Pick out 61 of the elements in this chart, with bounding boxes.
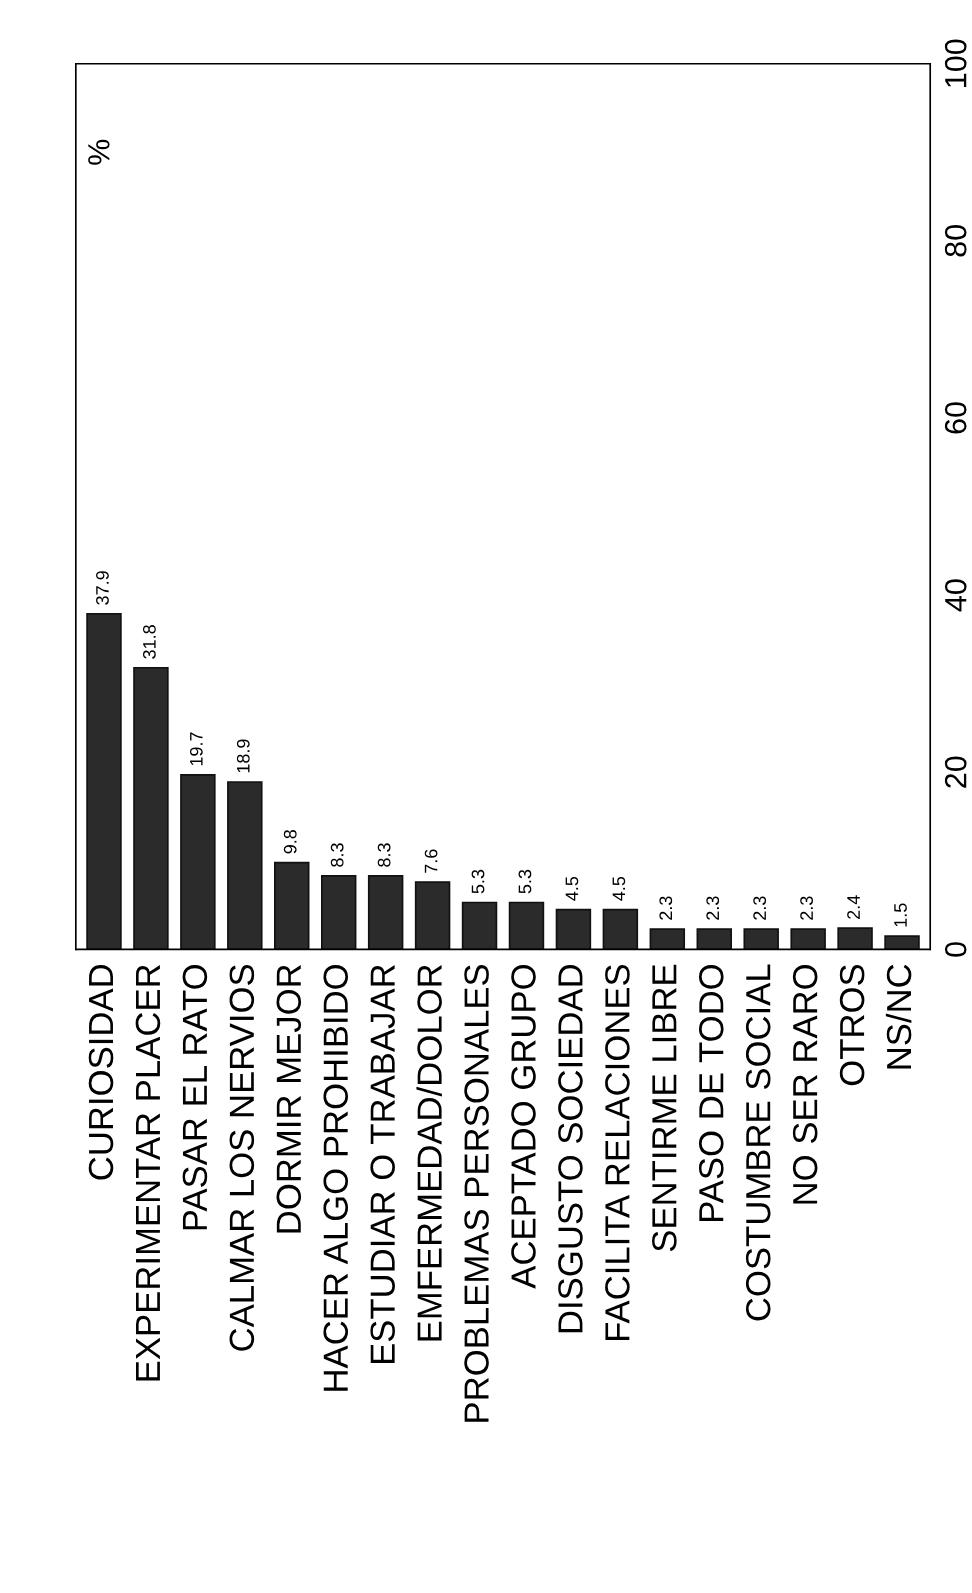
- x-tick-label: PASAR EL RATO: [182, 964, 208, 1230]
- y-tick-label: 0: [944, 942, 967, 957]
- data-label: 5.3: [471, 869, 485, 894]
- x-tick-label: HACER ALGO PROHIBIDO: [323, 964, 349, 1391]
- y-tick-label: 40: [944, 579, 967, 612]
- bar: [414, 881, 451, 950]
- data-label: 37.9: [96, 571, 109, 605]
- data-label: 8.3: [330, 843, 344, 867]
- x-tick-label: EMFERMEDAD/DOLOR: [416, 964, 442, 1341]
- data-label: 1.5: [894, 903, 907, 927]
- data-label: 19.7: [189, 732, 203, 766]
- x-tick-label: CALMAR LOS NERVIOS: [229, 964, 255, 1351]
- data-label: 8.3: [377, 843, 391, 867]
- x-tick-label: OTROS: [839, 964, 865, 1086]
- x-tick-label: PROBLEMAS PERSONALES: [464, 964, 489, 1422]
- bar: [790, 928, 826, 950]
- bar: [602, 908, 639, 950]
- y-tick-label: 60: [944, 402, 967, 434]
- x-tick-label: ACEPTADO GRUPO: [511, 964, 536, 1289]
- x-tick-label: COSTUMBRE SOCIAL: [745, 964, 771, 1321]
- y-axis-title: %: [88, 139, 110, 165]
- x-tick-label: EXPERIMENTAR PLACER: [135, 964, 161, 1381]
- data-label: 5.3: [518, 869, 532, 894]
- y-tick-label: 20: [944, 756, 967, 788]
- data-label: 2.3: [753, 896, 767, 920]
- bar: [227, 781, 263, 950]
- data-label: 18.9: [236, 739, 250, 773]
- data-label: 4.5: [565, 876, 579, 901]
- bar: [743, 928, 779, 950]
- x-tick-label: FACILITA RELACIONES: [605, 964, 630, 1340]
- x-tick-label: DORMIR MEJOR: [276, 964, 302, 1233]
- data-label: 7.6: [424, 849, 438, 873]
- bar: [837, 927, 873, 950]
- x-tick-label: SENTIRME LIBRE: [652, 964, 677, 1252]
- bar: [320, 875, 357, 950]
- x-tick-label: DISGUSTO SOCIEDAD: [558, 964, 583, 1333]
- bar: [555, 908, 592, 950]
- bar: [884, 935, 920, 950]
- bar: [649, 928, 686, 950]
- data-label: 2.3: [706, 896, 720, 920]
- bar: [508, 901, 545, 950]
- x-tick-label: NO SER RARO: [792, 964, 818, 1204]
- x-tick-label: CURIOSIDAD: [88, 964, 114, 1180]
- x-tick-label: PASO DE TODO: [698, 964, 724, 1222]
- bar: [461, 901, 498, 950]
- bar: [696, 928, 732, 950]
- data-label: 9.8: [283, 829, 297, 854]
- data-label: 4.5: [612, 876, 626, 901]
- bar: [180, 774, 216, 950]
- x-tick-label: ESTUDIAR O TRABAJAR: [370, 964, 395, 1364]
- data-label: 2.4: [847, 895, 860, 919]
- y-tick-label: 80: [944, 225, 967, 257]
- bar: [86, 612, 122, 950]
- data-label: 31.8: [142, 625, 156, 659]
- data-label: 2.3: [800, 896, 813, 920]
- bar: [133, 666, 169, 950]
- y-tick-label: 100: [944, 39, 967, 87]
- data-label: 2.3: [659, 896, 673, 920]
- bar: [274, 861, 310, 950]
- bar: [367, 875, 404, 950]
- x-tick-label: NS/NC: [885, 964, 912, 1069]
